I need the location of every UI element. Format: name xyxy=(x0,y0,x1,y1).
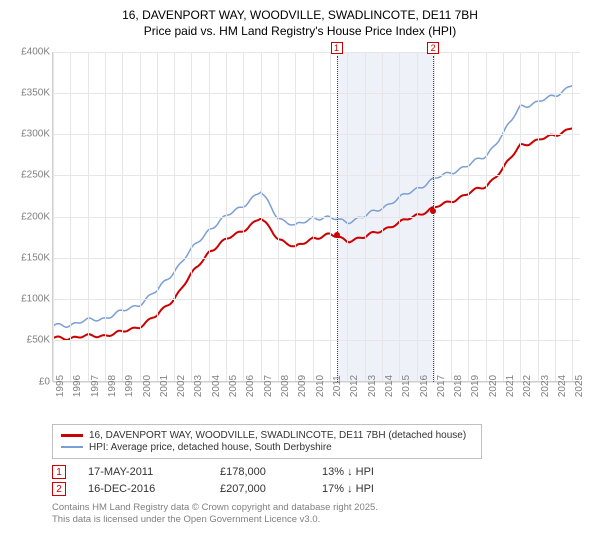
sale-date: 17-MAY-2011 xyxy=(88,466,198,478)
footer-line: Contains HM Land Registry data © Crown c… xyxy=(52,502,590,514)
x-axis-label: 2004 xyxy=(211,374,222,396)
x-axis-label: 2022 xyxy=(522,374,533,396)
chart-title-line2: Price paid vs. HM Land Registry's House … xyxy=(10,24,590,38)
y-axis-label: £250K xyxy=(21,170,50,181)
sale-price: £178,000 xyxy=(220,466,300,478)
legend-swatch xyxy=(61,446,83,448)
legend-label: 16, DAVENPORT WAY, WOODVILLE, SWADLINCOT… xyxy=(89,430,466,441)
x-axis-label: 2018 xyxy=(453,374,464,396)
x-axis-label: 2019 xyxy=(470,374,481,396)
y-axis-label: £50K xyxy=(27,335,50,346)
x-axis-label: 1999 xyxy=(124,374,135,396)
sale-marker-icon: 1 xyxy=(52,465,66,479)
x-axis-label: 2021 xyxy=(505,374,516,396)
y-axis-label: £100K xyxy=(21,294,50,305)
sale-date: 16-DEC-2016 xyxy=(88,483,198,495)
sale-marker-label: 1 xyxy=(331,42,343,54)
x-axis-label: 2020 xyxy=(488,374,499,396)
x-axis-label: 2008 xyxy=(280,374,291,396)
x-axis-label: 2002 xyxy=(176,374,187,396)
footer-attribution: Contains HM Land Registry data © Crown c… xyxy=(52,502,590,527)
sales-row: 1 17-MAY-2011 £178,000 13% ↓ HPI xyxy=(52,465,590,479)
sale-delta: 17% ↓ HPI xyxy=(322,483,412,495)
x-axis-label: 2025 xyxy=(574,374,585,396)
x-axis-label: 1996 xyxy=(72,374,83,396)
y-axis-label: £350K xyxy=(21,87,50,98)
sale-marker-line xyxy=(433,56,434,382)
x-axis-label: 2001 xyxy=(159,374,170,396)
legend-label: HPI: Average price, detached house, Sout… xyxy=(89,442,332,453)
x-axis-label: 2010 xyxy=(315,374,326,396)
x-axis-label: 2009 xyxy=(297,374,308,396)
sale-marker-icon: 2 xyxy=(52,482,66,496)
x-axis-label: 1995 xyxy=(55,374,66,396)
x-axis-label: 2003 xyxy=(193,374,204,396)
sale-marker-line xyxy=(337,56,338,382)
x-axis-label: 2014 xyxy=(384,374,395,396)
x-axis-label: 2017 xyxy=(436,374,447,396)
y-axis-label: £200K xyxy=(21,211,50,222)
sales-table: 1 17-MAY-2011 £178,000 13% ↓ HPI 2 16-DE… xyxy=(52,465,590,496)
x-axis-label: 2000 xyxy=(142,374,153,396)
x-axis-label: 2006 xyxy=(245,374,256,396)
y-axis-label: £300K xyxy=(21,129,50,140)
sales-row: 2 16-DEC-2016 £207,000 17% ↓ HPI xyxy=(52,482,590,496)
x-axis-label: 2023 xyxy=(540,374,551,396)
y-axis-label: £400K xyxy=(21,46,50,57)
x-axis-label: 2016 xyxy=(419,374,430,396)
x-axis-label: 2024 xyxy=(557,374,568,396)
legend-item: 16, DAVENPORT WAY, WOODVILLE, SWADLINCOT… xyxy=(61,430,473,441)
x-axis-label: 2012 xyxy=(349,374,360,396)
chart-area: 12 £0£50K£100K£150K£200K£250K£300K£350K£… xyxy=(10,42,590,422)
sale-delta: 13% ↓ HPI xyxy=(322,466,412,478)
x-axis-label: 1998 xyxy=(107,374,118,396)
chart-container: 16, DAVENPORT WAY, WOODVILLE, SWADLINCOT… xyxy=(0,0,600,560)
x-axis-label: 2011 xyxy=(332,375,343,397)
y-axis-label: £150K xyxy=(21,252,50,263)
sale-price: £207,000 xyxy=(220,483,300,495)
x-axis-label: 2013 xyxy=(367,374,378,396)
x-axis-label: 1997 xyxy=(90,374,101,396)
y-axis-label: £0 xyxy=(39,376,50,387)
sale-point-icon xyxy=(430,208,436,214)
x-axis-label: 2005 xyxy=(228,374,239,396)
x-axis-label: 2015 xyxy=(401,374,412,396)
legend-swatch xyxy=(61,434,83,437)
sale-point-icon xyxy=(334,232,340,238)
legend-box: 16, DAVENPORT WAY, WOODVILLE, SWADLINCOT… xyxy=(52,424,482,459)
footer-line: This data is licensed under the Open Gov… xyxy=(52,514,590,526)
plot-area: 12 xyxy=(52,52,580,382)
chart-title-line1: 16, DAVENPORT WAY, WOODVILLE, SWADLINCOT… xyxy=(10,8,590,24)
x-axis-label: 2007 xyxy=(263,374,274,396)
sale-marker-label: 2 xyxy=(427,42,439,54)
legend-item: HPI: Average price, detached house, Sout… xyxy=(61,442,473,453)
